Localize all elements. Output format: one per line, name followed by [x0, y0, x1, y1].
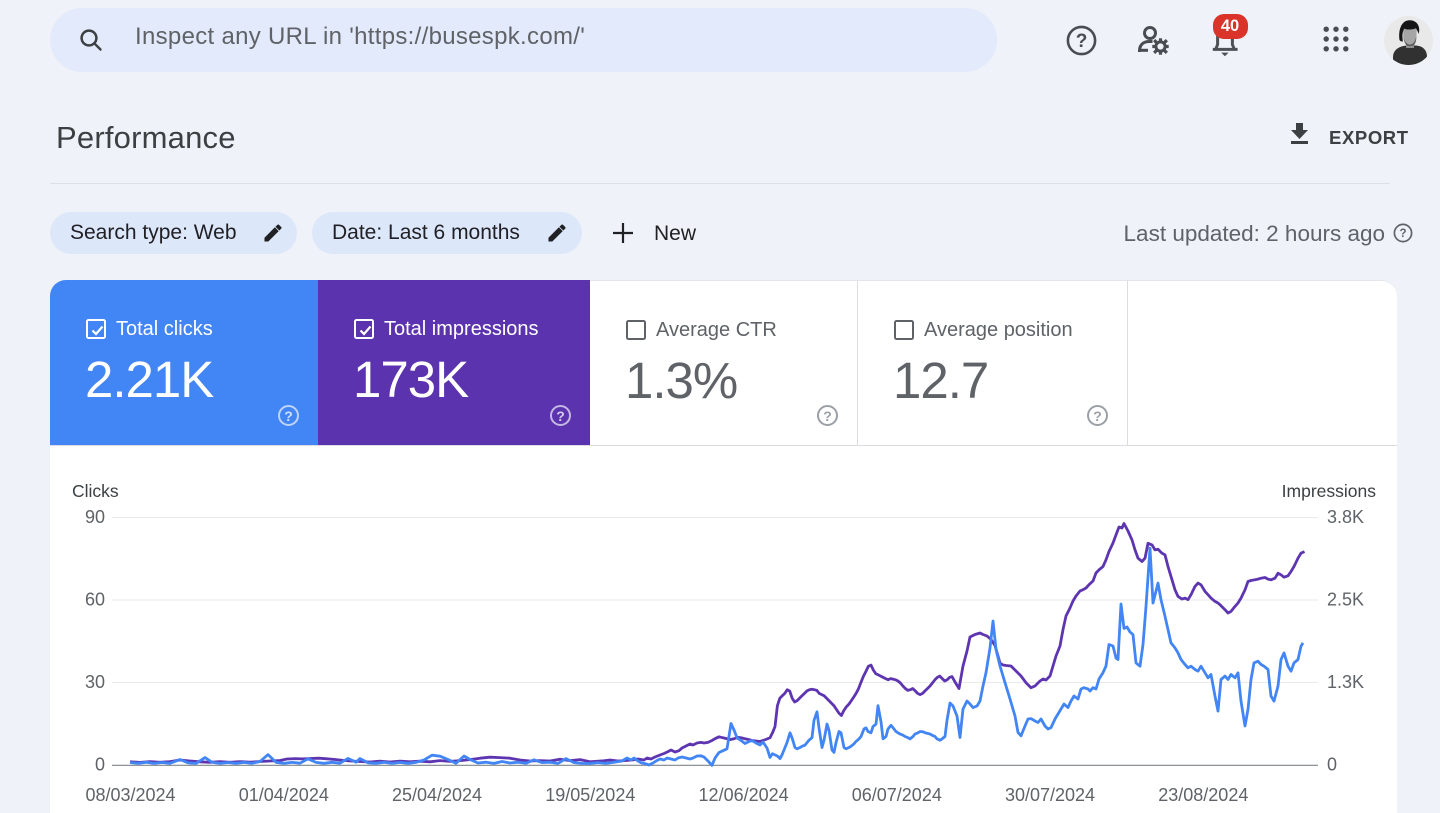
svg-text:23/08/2024: 23/08/2024 [1158, 785, 1248, 805]
svg-text:1.3K: 1.3K [1327, 672, 1364, 692]
svg-text:30: 30 [85, 672, 105, 692]
svg-text:Impressions: Impressions [1282, 481, 1377, 501]
svg-text:90: 90 [85, 507, 105, 527]
svg-text:?: ? [1076, 31, 1088, 52]
svg-text:0: 0 [1327, 755, 1337, 775]
svg-text:?: ? [1399, 228, 1406, 240]
svg-text:60: 60 [85, 590, 105, 610]
svg-text:06/07/2024: 06/07/2024 [852, 785, 942, 805]
svg-text:3.8K: 3.8K [1327, 507, 1364, 527]
svg-text:30/07/2024: 30/07/2024 [1005, 785, 1095, 805]
svg-text:12/06/2024: 12/06/2024 [699, 785, 789, 805]
svg-text:19/05/2024: 19/05/2024 [545, 785, 635, 805]
svg-text:01/04/2024: 01/04/2024 [239, 785, 329, 805]
svg-text:0: 0 [95, 755, 105, 775]
svg-text:Clicks: Clicks [72, 481, 119, 501]
svg-text:08/03/2024: 08/03/2024 [85, 785, 175, 805]
svg-text:2.5K: 2.5K [1327, 590, 1364, 610]
svg-text:25/04/2024: 25/04/2024 [392, 785, 482, 805]
